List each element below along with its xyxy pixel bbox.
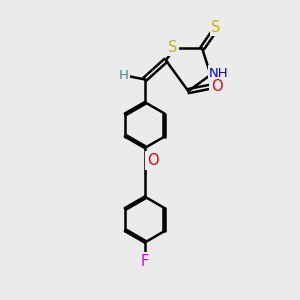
Text: S: S — [211, 20, 220, 34]
Text: H: H — [118, 69, 128, 82]
Text: O: O — [211, 79, 223, 94]
Text: NH: NH — [209, 67, 229, 80]
Text: O: O — [147, 153, 159, 168]
Text: F: F — [141, 254, 149, 268]
Text: S: S — [168, 40, 178, 55]
